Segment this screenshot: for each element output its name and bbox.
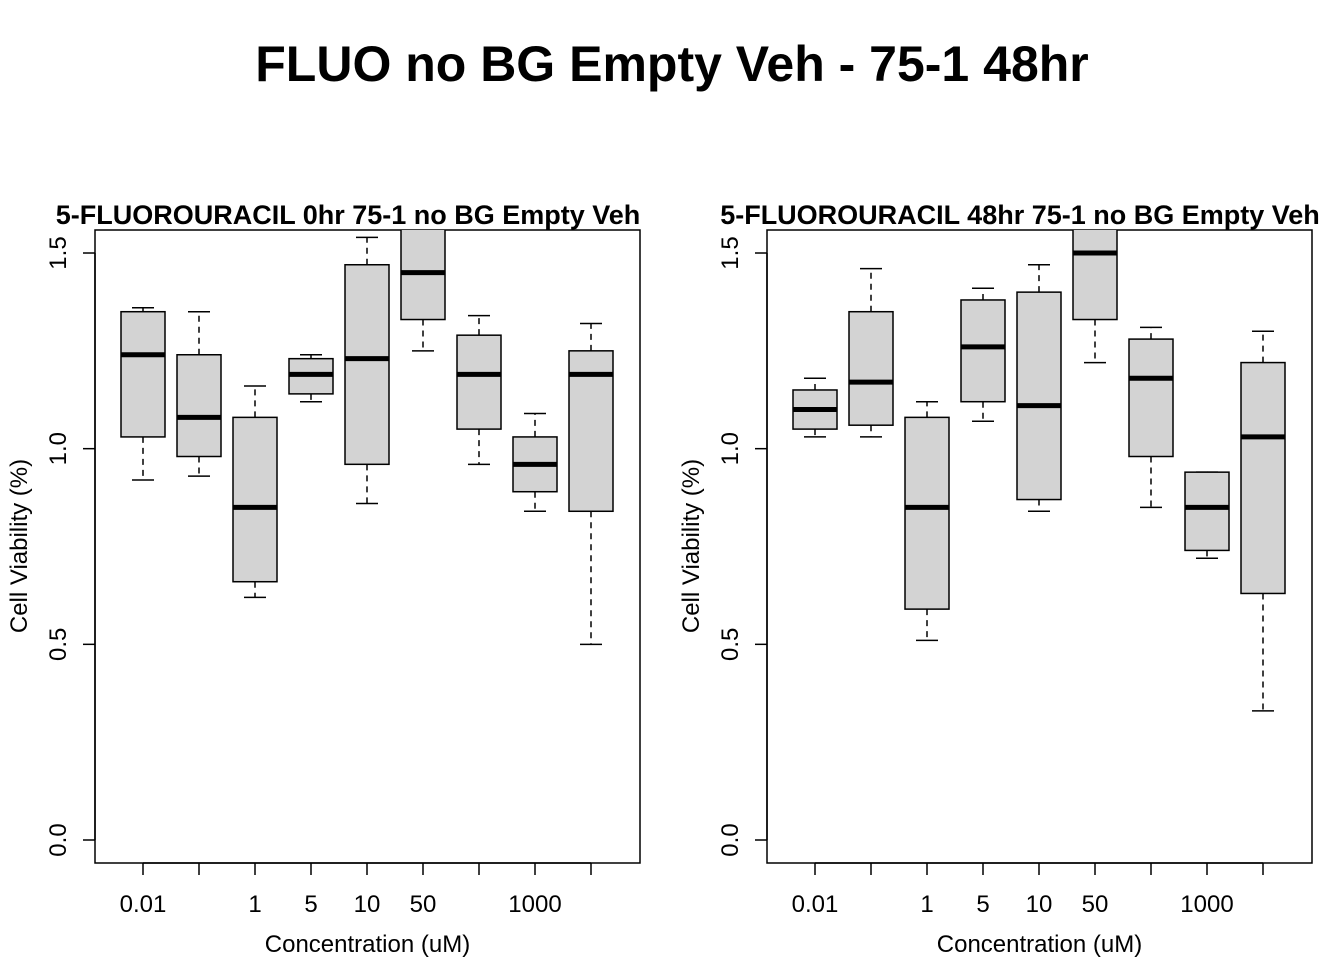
y-tick-label: 1.0 [45, 432, 72, 465]
x-tick-label: 0.01 [792, 891, 839, 918]
box-7 [1184, 471, 1230, 559]
box-6 [1128, 326, 1174, 509]
box-body [1072, 230, 1118, 321]
box-1 [848, 267, 894, 438]
box-0 [792, 377, 838, 438]
box-body [1016, 291, 1062, 501]
x-tick-label: 1 [248, 891, 261, 918]
x-tick-label: 50 [1082, 891, 1109, 918]
y-tick-label: 0.5 [45, 628, 72, 661]
main-title: FLUO no BG Empty Veh - 75-1 48hr [255, 36, 1089, 92]
boxes-group [120, 230, 614, 646]
box-body [232, 416, 278, 583]
box-5 [1072, 230, 1118, 364]
box-2 [232, 385, 278, 599]
x-axis-label: Concentration (uM) [265, 931, 470, 958]
panel-title: 5-FLUOROURACIL 48hr 75-1 no BG Empty Veh [720, 200, 1320, 230]
box-8 [568, 322, 614, 646]
box-body [1184, 471, 1230, 552]
x-tick-label: 50 [410, 891, 437, 918]
box-3 [960, 287, 1006, 423]
x-tick-label: 1 [920, 891, 933, 918]
box-1 [176, 310, 222, 477]
box-7 [512, 412, 558, 513]
y-tick-label: 1.5 [717, 236, 744, 269]
box-0 [120, 307, 166, 481]
y-tick-label: 1.5 [45, 236, 72, 269]
x-tick-label: 5 [304, 891, 317, 918]
boxes-group [792, 230, 1286, 712]
panel-48hr: 5-FLUOROURACIL 48hr 75-1 no BG Empty Veh… [678, 200, 1320, 958]
y-tick-label: 0.5 [717, 628, 744, 661]
y-tick-label: 1.0 [717, 432, 744, 465]
box-6 [456, 314, 502, 466]
box-body [456, 334, 502, 430]
box-5 [400, 230, 446, 352]
y-tick-label: 0.0 [45, 823, 72, 856]
box-4 [344, 236, 390, 505]
box-body [176, 354, 222, 458]
box-body [1240, 361, 1286, 595]
box-8 [1240, 330, 1286, 712]
box-body [904, 416, 950, 610]
y-tick-label: 0.0 [717, 823, 744, 856]
x-axis-label: Concentration (uM) [937, 931, 1142, 958]
box-body [568, 350, 614, 513]
x-tick-label: 0.01 [120, 891, 167, 918]
box-body [960, 299, 1006, 403]
x-tick-label: 10 [1026, 891, 1053, 918]
y-axis-label: Cell Viability (%) [6, 459, 33, 633]
x-tick-label: 1000 [508, 891, 561, 918]
box-4 [1016, 263, 1062, 513]
box-body [120, 310, 166, 438]
box-body [848, 310, 894, 426]
box-body [344, 263, 390, 466]
box-2 [904, 400, 950, 642]
box-3 [288, 354, 334, 403]
panel-title: 5-FLUOROURACIL 0hr 75-1 no BG Empty Veh [56, 200, 641, 230]
x-tick-label: 10 [354, 891, 381, 918]
y-axis-label: Cell Viability (%) [678, 459, 705, 633]
box-body [1128, 338, 1174, 458]
panel-0hr: 5-FLUOROURACIL 0hr 75-1 no BG Empty Veh 0… [6, 200, 641, 958]
x-tick-label: 5 [976, 891, 989, 918]
x-tick-label: 1000 [1180, 891, 1233, 918]
